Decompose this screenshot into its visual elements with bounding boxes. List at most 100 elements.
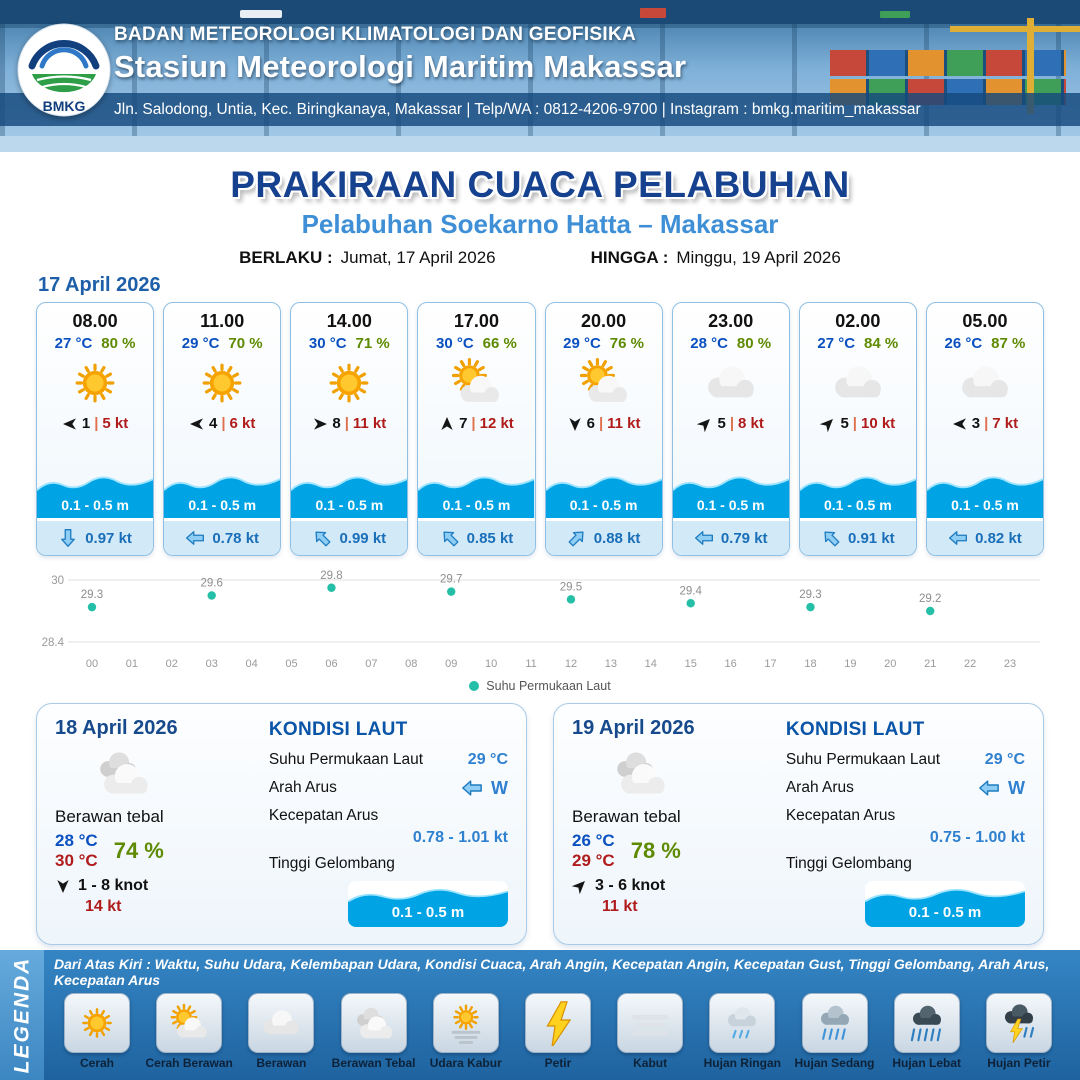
x-tick-label: 22 — [964, 658, 977, 670]
temp-min: 28 °C — [55, 831, 98, 850]
x-tick-label: 03 — [205, 658, 218, 670]
berawan-icon — [962, 366, 1008, 398]
berawan-icon — [263, 1010, 299, 1035]
daily-gust: 11 kt — [602, 898, 638, 915]
current-row: 0.97 kt — [37, 518, 154, 555]
daily-wave-value: 0.1 - 0.5 m — [391, 904, 465, 921]
x-tick-label: 16 — [724, 658, 737, 670]
title-block: PRAKIRAAN CUACA PELABUHAN Pelabuhan Soek… — [0, 152, 1080, 268]
cerah-icon — [329, 363, 369, 403]
sst-label: Suhu Permukaan Laut — [268, 751, 424, 768]
current-direction-arrow-icon — [462, 780, 482, 796]
weather-icon — [700, 353, 762, 413]
validity-period: BERLAKU : Jumat, 17 April 2026 HINGGA : Mi… — [0, 248, 1080, 268]
wind-row: 6 | 11 kt — [567, 415, 641, 432]
forecast-time: 17.00 — [453, 311, 499, 331]
current-row: 0.79 kt — [672, 518, 789, 555]
legend-item-label: Hujan Sedang — [794, 1056, 875, 1070]
wind-speed: 6 — [586, 415, 595, 432]
legend-item: Hujan Sedang — [790, 993, 880, 1070]
x-tick-label: 10 — [485, 658, 498, 670]
hourly-forecast-card: 14.00 30 °C 71 % 8 | 11 kt 0.1 - 0.5 m 0… — [290, 302, 409, 556]
x-tick-label: 05 — [285, 658, 298, 670]
legend-item: Cerah Berawan — [144, 993, 234, 1070]
svg-text:29.7: 29.7 — [440, 574, 462, 586]
svg-text:29.4: 29.4 — [680, 585, 703, 597]
cerah-icon — [82, 1008, 112, 1038]
separator: | — [221, 415, 226, 432]
x-tick-label: 23 — [1003, 658, 1017, 670]
berawan-icon — [834, 366, 881, 398]
page-title: PRAKIRAAN CUACA PELABUHAN — [230, 164, 850, 205]
wave-graphic-icon — [418, 476, 535, 518]
legend-icon-box — [801, 993, 868, 1053]
temp-max: 29 °C — [572, 851, 615, 870]
current-direction-arrow-icon — [979, 780, 999, 796]
separator: | — [344, 415, 349, 432]
wind-direction-arrow-icon — [314, 417, 328, 430]
forecast-time: 05.00 — [962, 311, 1008, 331]
valid-until-label: HINGGA : — [590, 248, 669, 267]
daily-weather-icon — [598, 742, 682, 804]
current-speed-value: 0.78 - 1.01 kt — [412, 829, 508, 846]
berawan-tebal-icon — [100, 752, 148, 794]
air-temperature: 26 °C — [944, 335, 983, 352]
chart-legend: Suhu Permukaan Laut — [36, 679, 1044, 693]
wave-height-value: 0.1 - 0.5 m — [442, 497, 511, 513]
current-direction-arrow-icon — [824, 531, 840, 547]
hourly-forecast-card: 17.00 30 °C 66 % 7 | 12 kt 0.1 - 0.5 m 0… — [417, 302, 536, 556]
wind-direction — [697, 416, 713, 432]
current-direction-arrow-icon — [186, 531, 205, 545]
wave-graphic-icon — [799, 476, 916, 518]
current-direction-arrow — [978, 777, 1000, 799]
air-temperature: 30 °C — [435, 335, 474, 352]
wave-height-band: 0.1 - 0.5 m — [799, 468, 916, 518]
separator: | — [598, 415, 604, 432]
daily-condition: Berawan tebal — [572, 807, 681, 826]
x-tick-label: 04 — [245, 658, 258, 670]
weather-icon — [445, 353, 507, 413]
daily-date: 19 April 2026 — [572, 717, 695, 739]
legend-note: Dari Atas Kiri : Waktu, Suhu Udara, Kele… — [54, 956, 1050, 988]
wind-direction-arrow-icon — [441, 416, 453, 430]
current-direction-arrow-icon — [694, 531, 713, 545]
x-tick-label: 06 — [325, 658, 338, 670]
legend-item: Hujan Petir — [974, 993, 1064, 1070]
wave-graphic-icon — [164, 476, 281, 518]
air-temperature: 27 °C — [817, 335, 856, 352]
air-temperature: 29 °C — [181, 335, 220, 352]
daily-date: 18 April 2026 — [55, 717, 178, 739]
hourly-forecast-card: 23.00 28 °C 80 % 5 | 8 kt 0.1 - 0.5 m 0.… — [671, 302, 790, 556]
x-tick-label: 11 — [525, 658, 537, 670]
wind-row: 1 | 5 kt — [62, 415, 128, 432]
sea-conditions-column: KONDISI LAUT Suhu Permukaan Laut 29 °C Ar… — [776, 717, 1025, 931]
wind-row: 5 | 10 kt — [820, 415, 895, 432]
wind-direction-arrow-icon — [952, 417, 966, 430]
legend-item: Kabut — [605, 993, 695, 1070]
current-speed: 0.99 kt — [339, 529, 387, 547]
temp-humidity-row: 27 °C 80 % — [55, 335, 136, 352]
legend-label: Suhu Permukaan Laut — [486, 679, 611, 693]
current-direction-arrow-icon — [61, 529, 76, 547]
wind-speed: 7 — [459, 415, 468, 432]
daily-wind: 1 - 8 knot — [55, 877, 259, 895]
station-address: Jln. Salodong, Untia, Kec. Biringkanaya,… — [114, 101, 921, 118]
current-direction-arrow-icon — [949, 531, 968, 545]
current-direction-label: Arah Arus — [785, 779, 854, 796]
svg-text:29.8: 29.8 — [320, 570, 342, 582]
legend-item: Berawan Tebal — [329, 993, 419, 1070]
svg-text:29.2: 29.2 — [919, 593, 941, 605]
current-speed-value: 0.75 - 1.00 kt — [929, 829, 1025, 846]
legend-item-label: Hujan Ringan — [703, 1056, 781, 1070]
x-tick-label: 20 — [884, 658, 897, 670]
daily-weather-icon — [81, 742, 165, 804]
svg-text:29.5: 29.5 — [560, 581, 582, 593]
daily-wave-value: 0.1 - 0.5 m — [908, 904, 982, 921]
sst-value: 29 °C — [467, 751, 508, 768]
sst-chart: 30 28.4 29.3 29.6 29.8 29.7 29.5 29.4 29.3 29.2 0… — [36, 566, 1044, 693]
current-speed: 0.97 kt — [85, 529, 132, 547]
daily-wind-range: 3 - 6 knot — [595, 877, 666, 894]
gust-speed: 6 kt — [229, 415, 256, 432]
legend-title-tab: LEGENDA — [0, 950, 44, 1080]
valid-from-value: Jumat, 17 April 2026 — [340, 248, 496, 267]
